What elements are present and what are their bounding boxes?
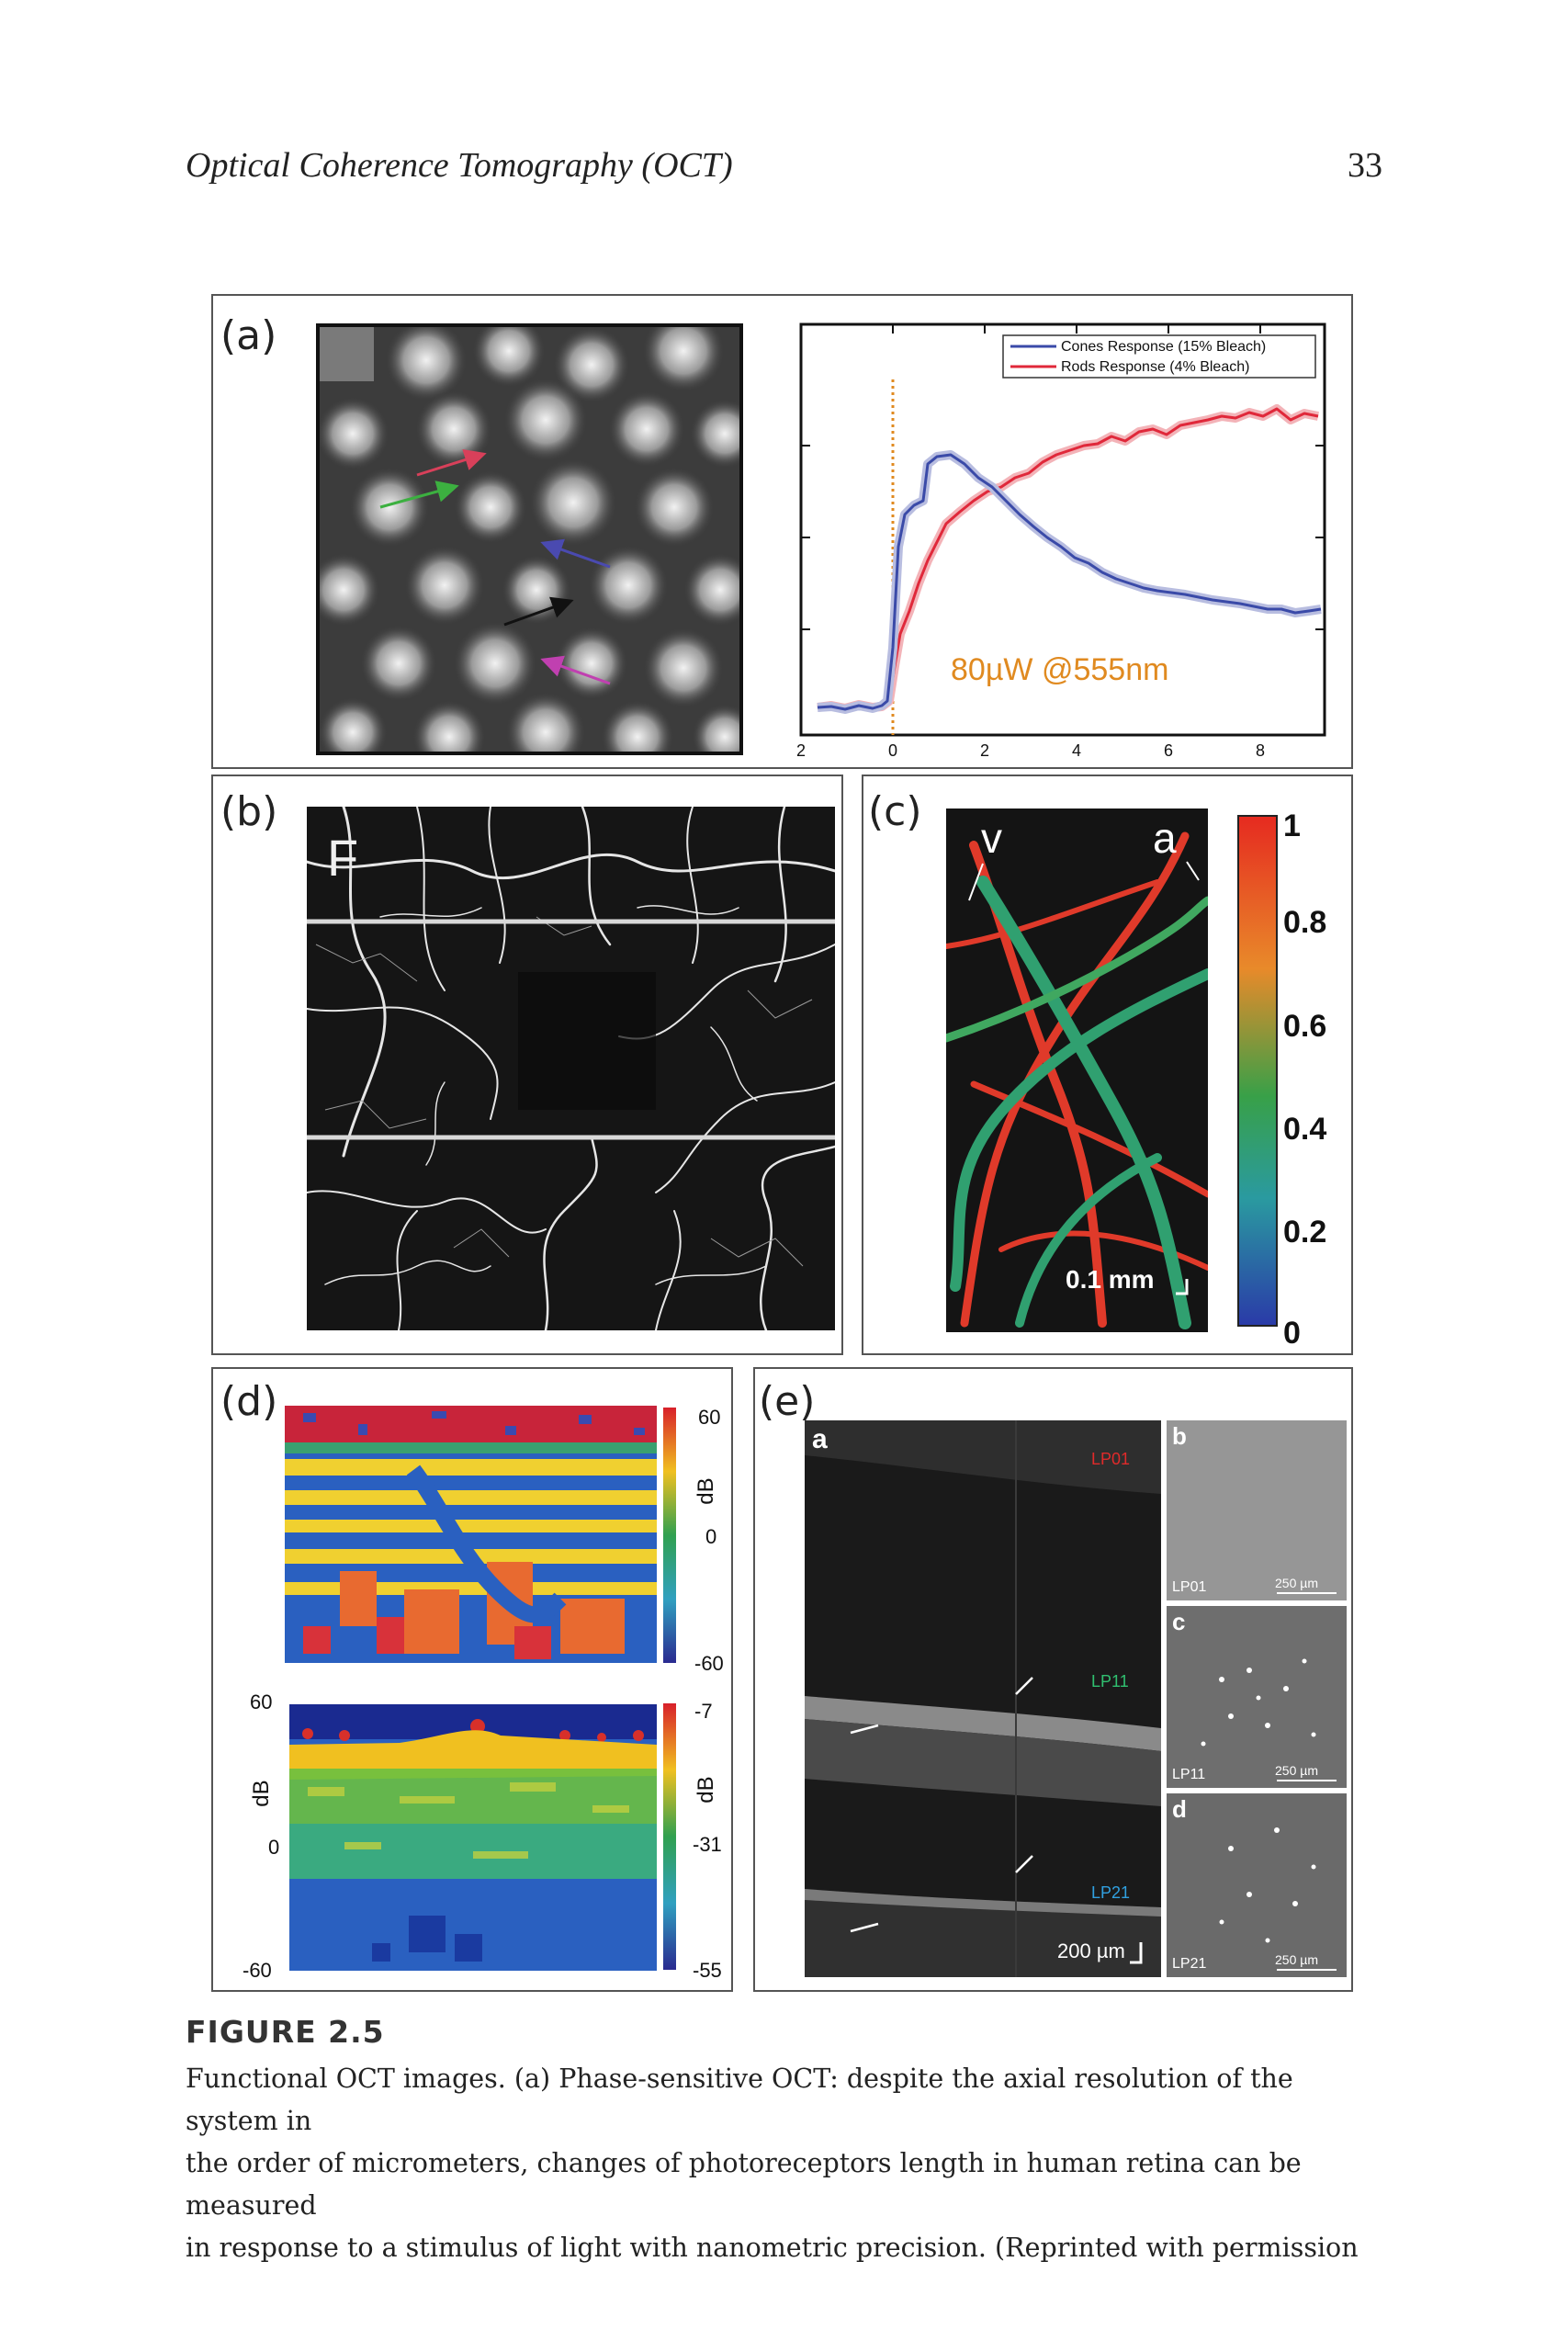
caption-line: the order of micrometers, changes of pho… [186, 2148, 1302, 2221]
inset-letter: F [327, 829, 358, 887]
axis-unit: dB [249, 1780, 274, 1806]
lp11-small-label: LP11 [1172, 1767, 1205, 1782]
en-face-image-d: d LP21 250 µm [1167, 1793, 1347, 1977]
colorbar-unit: dB [694, 1776, 718, 1803]
vascular-angiogram-image: F [307, 807, 835, 1330]
sub-label-d: d [1172, 1795, 1187, 1823]
en-face-image-c: c LP11 250 µm [1167, 1606, 1347, 1788]
legend-cones: Cones Response (15% Bleach) [1061, 339, 1266, 355]
running-head: Optical Coherence Tomography (OCT) [186, 146, 733, 185]
en-face-image-b: b LP01 250 µm [1167, 1420, 1347, 1600]
lp01-small-label: LP01 [1172, 1579, 1206, 1595]
colorbar-tick: -60 [694, 1652, 724, 1670]
colorbar-tick: 0.4 [1283, 1112, 1326, 1147]
x-tick: 2 [796, 741, 806, 760]
colorbar-tick: 0.2 [1283, 1215, 1326, 1250]
scale-bar-small: 250 µm [1275, 1576, 1318, 1590]
colorbar-tick: 60 [698, 1406, 720, 1429]
x-tick: 6 [1164, 741, 1173, 760]
panel-d-letter: (d) [220, 1378, 278, 1425]
sub-label-b: b [1172, 1422, 1187, 1450]
lp11-label: LP11 [1091, 1672, 1129, 1690]
doppler-left-axis: 60 dB 0 -60 [243, 1690, 279, 1982]
x-tick: 8 [1256, 741, 1265, 760]
doppler-bottom-image [289, 1704, 657, 1971]
colorbar-tick: -55 [693, 1959, 722, 1982]
figure-caption-title: FIGURE 2.5 [186, 2014, 385, 2050]
colorbar-tick: 0.6 [1283, 1009, 1326, 1044]
lp21-label: LP21 [1091, 1883, 1130, 1902]
lp21-small-label: LP21 [1172, 1956, 1206, 1972]
page-number: 33 [1348, 146, 1382, 185]
colorbar-tick: 0.8 [1283, 905, 1326, 940]
colorbar-tick: 0 [705, 1525, 716, 1548]
panel-b-letter: (b) [220, 788, 278, 835]
axis-tick: 0 [268, 1836, 279, 1859]
response-chart: Cones Response (15% Bleach) Rods Respons… [796, 322, 1326, 760]
artery-label: a [1153, 814, 1177, 862]
lp01-label: LP01 [1091, 1450, 1130, 1468]
vessel-oxygenation-image: v a 0.1 mm [946, 808, 1208, 1332]
legend-rods: Rods Response (4% Bleach) [1061, 359, 1249, 375]
oct-bscan-image: a LP01 LP11 LP21 200 µm [805, 1420, 1161, 1977]
sub-label-c: c [1172, 1608, 1185, 1635]
colorbar-tick: -31 [693, 1833, 722, 1856]
doppler-bottom-colorbar: -7 dB -31 -55 [663, 1700, 722, 1982]
scale-bar-small: 250 µm [1275, 1952, 1318, 1967]
colorbar-tick: 1 [1283, 808, 1301, 843]
scale-bar-small: 250 µm [1275, 1763, 1318, 1778]
stimulus-annotation: 80µW @555nm [951, 652, 1168, 687]
axis-tick: 60 [250, 1690, 272, 1713]
colorbar-tick: 0 [1283, 1316, 1301, 1346]
x-tick: 0 [888, 741, 897, 760]
colorbar-unit: dB [694, 1477, 718, 1504]
x-tick: 2 [980, 741, 989, 760]
scale-bar-label: 0.1 mm [1066, 1265, 1155, 1294]
caption-line: in response to a stimulus of light with … [186, 2233, 1359, 2263]
figure-caption: Functional OCT images. (a) Phase-sensiti… [186, 2058, 1389, 2269]
panel-e-letter: (e) [759, 1378, 816, 1425]
photoreceptor-mosaic-image [316, 323, 743, 755]
doppler-top-image [285, 1406, 657, 1663]
axis-tick: -60 [243, 1959, 272, 1982]
vein-label: v [981, 814, 1002, 862]
panel-c-letter: (c) [868, 788, 922, 835]
colorbar-tick: -7 [694, 1700, 713, 1723]
x-tick: 4 [1072, 741, 1081, 760]
scale-bar-main: 200 µm [1057, 1939, 1125, 1962]
oxygenation-colorbar: 1 0.8 0.6 0.4 0.2 0 [1237, 808, 1326, 1346]
sub-label-a: a [812, 1424, 828, 1454]
doppler-top-colorbar: 60 dB 0 -60 [663, 1406, 724, 1670]
caption-line: Functional OCT images. (a) Phase-sensiti… [186, 2064, 1293, 2136]
panel-a-letter: (a) [220, 312, 277, 359]
